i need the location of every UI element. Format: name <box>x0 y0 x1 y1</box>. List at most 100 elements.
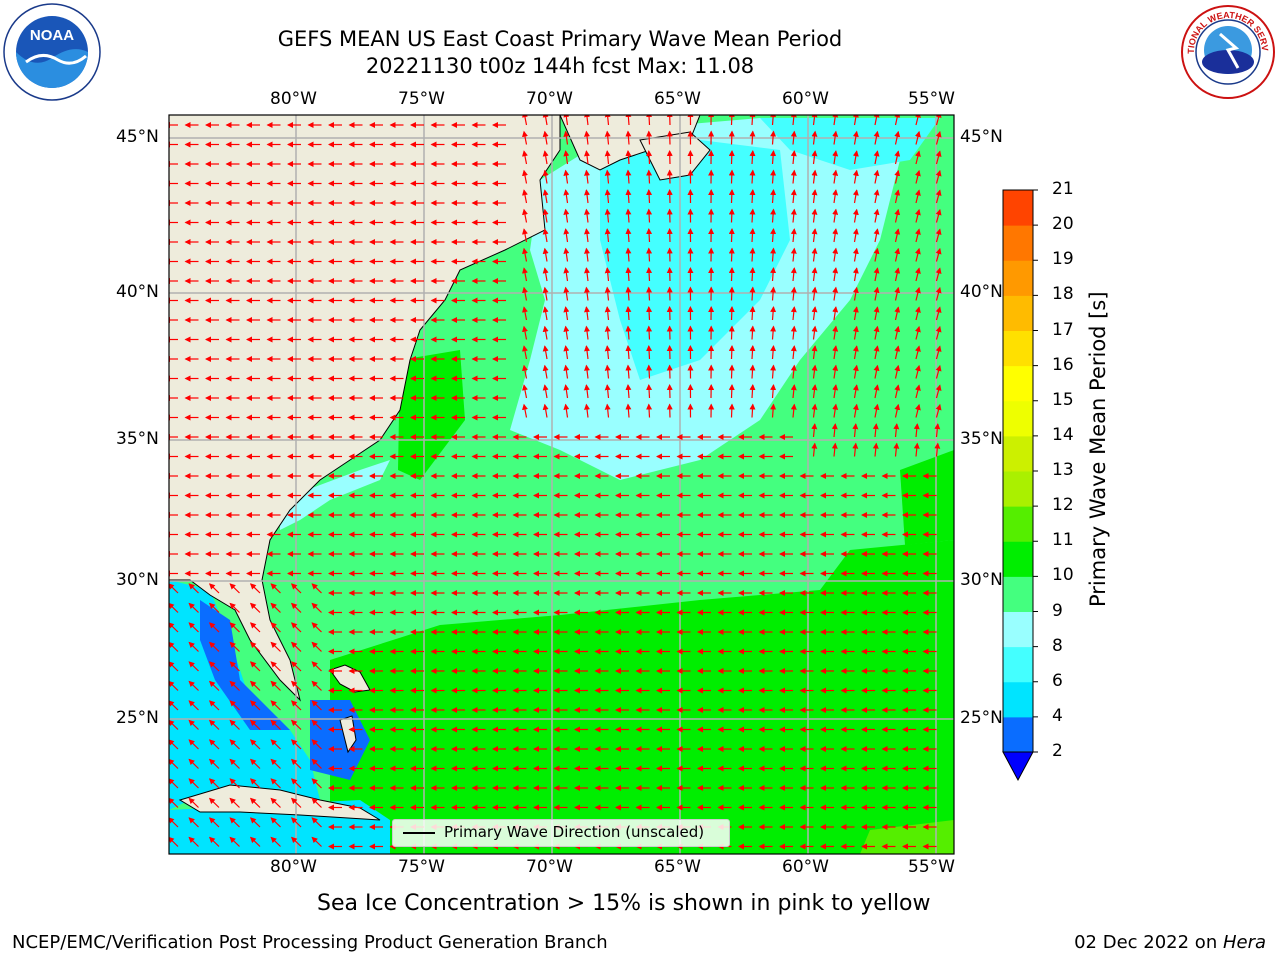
noaa-logo: NOAA <box>2 2 102 102</box>
wave-direction-arrow <box>625 325 632 340</box>
lon-label-top: 70°W <box>526 89 573 109</box>
wave-direction-arrow <box>790 247 797 262</box>
wave-direction-arrow <box>542 345 549 360</box>
wave-direction-arrow <box>169 739 179 750</box>
wave-direction-arrow <box>749 286 756 301</box>
colorbar-frame <box>1002 189 1034 753</box>
wave-direction-arrow <box>770 267 777 282</box>
wave-direction-arrow <box>894 267 901 282</box>
wave-direction-arrow <box>270 583 281 594</box>
sea-ice-caption: Sea Ice Concentration > 15% is shown in … <box>317 891 931 916</box>
wave-direction-arrow <box>604 306 611 321</box>
colorbar-segment <box>1003 471 1033 507</box>
wave-direction-arrow <box>873 150 880 165</box>
wave-direction-arrow <box>873 247 880 262</box>
wave-direction-arrow <box>749 150 756 165</box>
wave-direction-arrow <box>770 286 777 301</box>
wave-direction-arrow <box>832 130 839 145</box>
wave-direction-arrow <box>832 345 839 360</box>
wave-direction-arrow <box>749 384 756 399</box>
wave-direction-arrow <box>542 130 549 145</box>
colorbar-tick-label: 16 <box>1052 354 1074 375</box>
wave-direction-arrow <box>728 208 735 223</box>
legend-label: Primary Wave Direction (unscaled) <box>444 823 705 841</box>
wave-direction-arrow <box>852 169 859 184</box>
wave-direction-arrow <box>270 778 281 789</box>
wave-direction-arrow <box>832 306 839 321</box>
wave-direction-arrow <box>625 247 632 262</box>
wave-direction-arrow <box>852 189 859 204</box>
wave-direction-arrow <box>169 797 179 808</box>
wave-direction-arrow <box>542 364 549 379</box>
colorbar-tick-label: 6 <box>1052 670 1063 691</box>
wave-direction-arrow <box>646 267 653 282</box>
wave-direction-arrow <box>811 247 818 262</box>
legend-line-swatch <box>403 832 435 834</box>
wave-direction-arrow <box>894 208 901 223</box>
wave-direction-arrow <box>770 247 777 262</box>
colorbar-segment <box>1003 541 1033 577</box>
wave-direction-arrow <box>894 364 901 379</box>
wave-direction-arrow <box>625 286 632 301</box>
lat-label-right: 45°N <box>960 127 1003 147</box>
colorbar-tick-label: 15 <box>1052 389 1074 410</box>
wave-direction-arrow <box>811 115 818 126</box>
wave-direction-arrow <box>542 286 549 301</box>
wave-direction-arrow <box>832 247 839 262</box>
colorbar-segment <box>1003 365 1033 402</box>
wave-direction-arrow <box>522 247 528 262</box>
wave-direction-arrow <box>270 680 281 691</box>
wave-direction-arrow <box>914 150 921 165</box>
wave-direction-arrow <box>914 345 921 360</box>
wave-direction-arrow <box>188 778 199 789</box>
wave-direction-arrow <box>646 403 653 418</box>
wave-direction-arrow <box>229 602 240 613</box>
wave-direction-arrow <box>811 228 818 243</box>
wave-direction-arrow <box>728 130 735 145</box>
wave-direction-arrow <box>229 817 240 828</box>
colorbar-tick-label: 21 <box>1052 179 1074 199</box>
wave-direction-arrow <box>894 228 901 243</box>
wave-direction-arrow <box>935 306 942 321</box>
wave-direction-arrow <box>522 208 528 223</box>
colorbar-segment <box>1003 716 1033 753</box>
wave-direction-arrow <box>522 130 528 145</box>
wave-direction-arrow <box>563 169 570 184</box>
wave-direction-arrow <box>270 739 281 750</box>
wave-direction-arrow <box>873 267 880 282</box>
wave-direction-arrow <box>811 384 818 399</box>
wave-direction-arrow <box>188 680 199 691</box>
wave-direction-arrow <box>584 130 590 145</box>
wave-direction-arrow <box>894 189 901 204</box>
wave-direction-arrow <box>188 817 199 828</box>
wave-direction-arrow <box>749 306 756 321</box>
wave-direction-arrow <box>625 115 632 126</box>
wave-direction-arrow <box>584 208 590 223</box>
wave-direction-arrow <box>522 364 528 379</box>
wave-direction-arrow <box>522 286 528 301</box>
wave-direction-arrow <box>229 836 240 847</box>
wave-direction-arrow <box>625 267 632 282</box>
wave-direction-arrow <box>914 130 921 145</box>
wave-direction-arrow <box>770 228 777 243</box>
wave-direction-arrow <box>770 208 777 223</box>
lat-label-right: 25°N <box>960 708 1003 728</box>
colorbar-segment <box>1003 190 1033 226</box>
wave-direction-arrow <box>770 364 777 379</box>
wave-direction-arrow <box>790 325 797 340</box>
wave-direction-arrow <box>728 189 735 204</box>
wave-direction-arrow <box>749 228 756 243</box>
map-frame <box>168 114 955 855</box>
wave-direction-arrow <box>290 622 302 633</box>
wave-direction-arrow <box>790 169 797 184</box>
wave-direction-arrow <box>873 169 880 184</box>
wave-direction-arrow <box>625 384 632 399</box>
wave-direction-arrow <box>542 403 549 418</box>
colorbar-tick-label: 14 <box>1052 424 1074 445</box>
wave-direction-arrow <box>625 228 632 243</box>
wave-direction-arrow <box>873 364 880 379</box>
wave-direction-arrow <box>290 700 302 711</box>
wave-direction-arrow <box>290 719 302 730</box>
wave-direction-arrow <box>542 267 549 282</box>
wave-direction-arrow <box>188 622 199 633</box>
